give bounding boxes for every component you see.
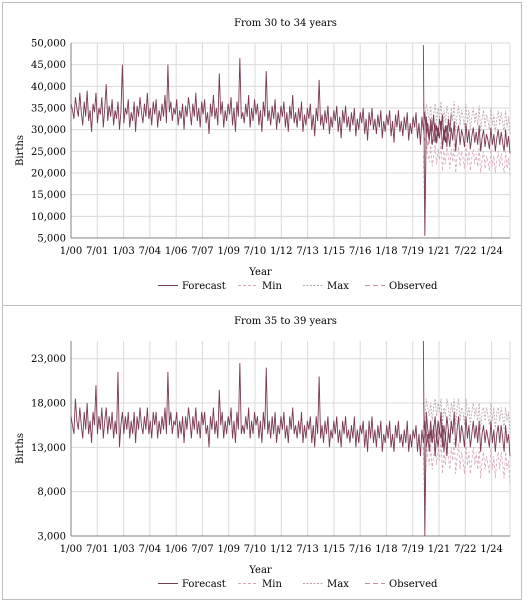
x-tick-label: 7/16 — [349, 544, 371, 555]
x-tick-label: 7/22 — [454, 246, 476, 257]
x-tick-label: 7/01 — [86, 544, 108, 555]
x-tick-label: 1/09 — [217, 246, 239, 257]
y-tick-label: 35,000 — [31, 104, 66, 115]
x-tick-label: 7/07 — [191, 544, 213, 555]
y-tick-label: 3,000 — [37, 532, 66, 543]
x-tick-label: 1/06 — [165, 246, 187, 257]
x-tick-label: 7/13 — [296, 544, 318, 555]
x-tick-label: 1/03 — [112, 544, 134, 555]
y-tick-label: 20,000 — [31, 169, 66, 180]
x-tick-label: 7/19 — [402, 544, 424, 555]
x-tick-label: 7/10 — [244, 544, 266, 555]
y-tick-label: 18,000 — [31, 399, 66, 410]
legend-label-max: Max — [327, 281, 349, 292]
series-line-min — [422, 142, 511, 226]
x-tick-label: 7/22 — [454, 544, 476, 555]
x-tick-label: 1/24 — [480, 246, 502, 257]
x-tick-label: 7/01 — [86, 246, 108, 257]
panel-separator — [2, 305, 522, 306]
legend-label-min: Min — [262, 281, 282, 292]
chart-panel-2: From 35 to 39 years 1/00 7/01 1/03 7/04 1/06 7… — [15, 316, 511, 590]
y-tick-label: 25,000 — [31, 147, 66, 158]
y-tick-label: 8,000 — [37, 487, 66, 498]
y-tick-label: 13,000 — [31, 443, 66, 454]
x-tick-label: 1/21 — [428, 544, 450, 555]
x-tick-label: 7/10 — [244, 246, 266, 257]
chart-panel-1: From 30 to 34 years 1/00 7/01 1/03 7/04 1/06 7… — [15, 18, 511, 292]
y-tick-label: 15,000 — [31, 190, 66, 201]
series-line-min — [422, 438, 511, 528]
x-tick-label: 1/18 — [375, 544, 397, 555]
series-line-forecast-2 — [422, 340, 511, 537]
x-tick-label: 7/07 — [191, 246, 213, 257]
chart-title: From 30 to 34 years — [234, 18, 337, 29]
x-axis-label: Year — [248, 565, 272, 576]
x-tick-label: 1/12 — [270, 246, 292, 257]
x-tick-label: 1/09 — [217, 544, 239, 555]
x-tick-label: 1/15 — [323, 246, 345, 257]
x-tick-label: 7/04 — [139, 544, 161, 555]
y-tick-label: 40,000 — [31, 82, 66, 93]
y-tick-label: 23,000 — [31, 354, 66, 365]
x-tick-label: 1/03 — [112, 246, 134, 257]
y-axis-label: Births — [15, 433, 26, 464]
x-tick-label: 7/13 — [296, 246, 318, 257]
x-tick-label: 1/15 — [323, 544, 345, 555]
y-tick-label: 45,000 — [31, 60, 66, 71]
x-tick-label: 1/00 — [60, 544, 82, 555]
figure-frame — [2, 2, 522, 600]
legend-label-observed: Observed — [389, 281, 438, 292]
x-tick-label: 1/12 — [270, 544, 292, 555]
x-tick-label: 7/16 — [349, 246, 371, 257]
series-line-max — [422, 398, 511, 435]
series-line-forecast-2 — [422, 45, 511, 236]
x-axis-label: Year — [248, 267, 272, 278]
x-tick-label: 1/06 — [165, 544, 187, 555]
legend-label-forecast: Forecast — [182, 281, 226, 292]
x-tick-label: 7/19 — [402, 246, 424, 257]
x-tick-label: 1/24 — [480, 544, 502, 555]
chart-title: From 35 to 39 years — [234, 316, 337, 327]
legend-label-min: Min — [262, 579, 282, 590]
legend-label-forecast: Forecast — [182, 579, 226, 590]
legend-label-max: Max — [327, 579, 349, 590]
series-line-forecast — [70, 363, 452, 457]
y-tick-label: 50,000 — [31, 39, 66, 50]
y-tick-label: 5,000 — [37, 234, 66, 245]
x-tick-label: 1/21 — [428, 246, 450, 257]
x-tick-label: 7/04 — [139, 246, 161, 257]
series-line-forecast — [70, 58, 452, 148]
legend-label-observed: Observed — [389, 579, 438, 590]
y-tick-label: 10,000 — [31, 212, 66, 223]
x-tick-label: 1/00 — [60, 246, 82, 257]
x-tick-label: 1/18 — [375, 246, 397, 257]
y-tick-label: 30,000 — [31, 125, 66, 136]
y-axis-label: Births — [15, 135, 26, 166]
